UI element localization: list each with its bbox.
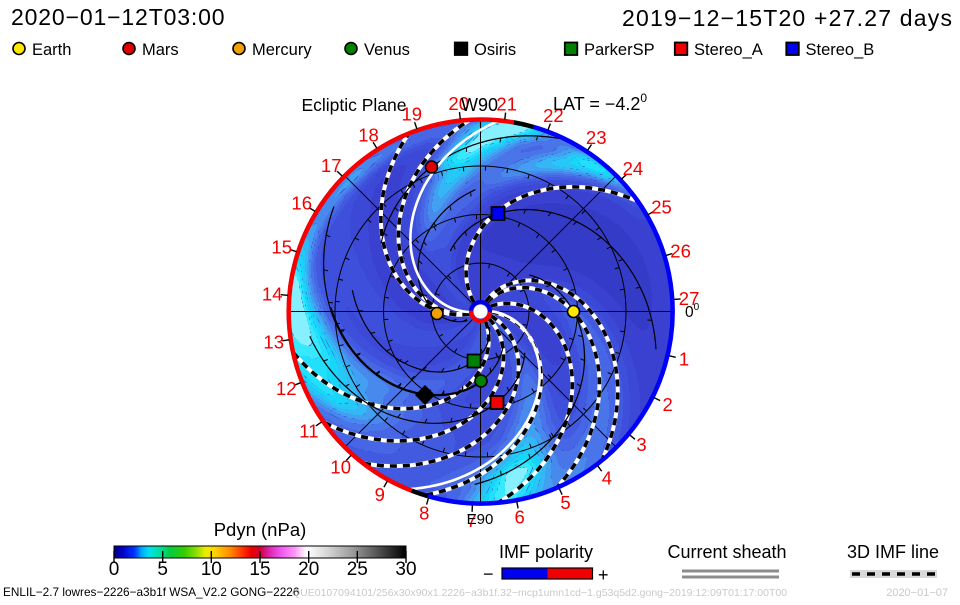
svg-text:30: 30 (395, 559, 416, 580)
svg-text:Ecliptic Plane: Ecliptic Plane (301, 95, 406, 115)
svg-text:10: 10 (330, 456, 351, 477)
svg-text:18: 18 (358, 125, 379, 146)
svg-text:Current sheath: Current sheath (667, 542, 786, 562)
svg-text:−: − (483, 564, 494, 584)
svg-text:11: 11 (299, 420, 318, 441)
svg-text:Osiris: Osiris (474, 41, 516, 59)
svg-text:4: 4 (602, 468, 612, 489)
svg-text:2: 2 (663, 394, 673, 415)
svg-text:1: 1 (679, 349, 689, 370)
svg-text:23: 23 (586, 127, 607, 148)
svg-text:21: 21 (496, 94, 517, 115)
svg-text:Stereo_B: Stereo_B (806, 41, 875, 59)
svg-text:2019−12−15T20 +27.27 days: 2019−12−15T20 +27.27 days (622, 5, 953, 31)
svg-text:ENLIL−2.7 lowres−2226−a3b1f WS: ENLIL−2.7 lowres−2226−a3b1f WSA_V2.2 GON… (3, 585, 300, 599)
svg-text:25: 25 (347, 559, 368, 580)
svg-text:2020−01−07: 2020−01−07 (886, 587, 948, 599)
svg-text:Mars: Mars (142, 41, 179, 59)
svg-text:Pdyn (nPa): Pdyn (nPa) (214, 519, 307, 540)
svg-text:3D IMF line: 3D IMF line (847, 542, 939, 562)
svg-text:2020−01−12T03:00: 2020−01−12T03:00 (11, 4, 225, 30)
svg-text:14: 14 (262, 284, 283, 305)
svg-text:15: 15 (249, 559, 270, 580)
svg-text:IMF polarity: IMF polarity (499, 542, 593, 562)
svg-text:25: 25 (651, 197, 672, 218)
svg-text:QUE0107094101/256x30x90x1.2226: QUE0107094101/256x30x90x1.2226−a3b1f.32−… (292, 587, 787, 599)
svg-text:8: 8 (419, 502, 429, 523)
svg-text:Stereo_A: Stereo_A (694, 41, 763, 59)
svg-text:16: 16 (291, 193, 312, 214)
svg-text:5: 5 (157, 559, 168, 580)
svg-text:9: 9 (375, 484, 385, 505)
svg-text:10: 10 (201, 559, 222, 580)
svg-text:Mercury: Mercury (252, 41, 312, 59)
svg-text:12: 12 (276, 378, 297, 399)
svg-text:Venus: Venus (364, 41, 410, 59)
svg-text:17: 17 (321, 155, 342, 176)
svg-text:15: 15 (271, 236, 292, 257)
svg-text:+: + (598, 565, 609, 585)
svg-text:5: 5 (560, 492, 570, 513)
svg-text:13: 13 (263, 332, 284, 353)
svg-text:6: 6 (515, 506, 525, 527)
svg-text:Earth: Earth (32, 41, 71, 59)
svg-text:W90: W90 (461, 95, 498, 115)
svg-text:E90: E90 (467, 511, 494, 528)
svg-text:20: 20 (298, 559, 319, 580)
svg-text:26: 26 (670, 241, 691, 262)
svg-text:LAT = −4.20: LAT = −4.20 (553, 91, 647, 114)
svg-text:0: 0 (109, 559, 120, 580)
svg-text:24: 24 (623, 158, 644, 179)
svg-text:ParkerSP: ParkerSP (584, 41, 655, 59)
svg-text:3: 3 (636, 434, 646, 455)
